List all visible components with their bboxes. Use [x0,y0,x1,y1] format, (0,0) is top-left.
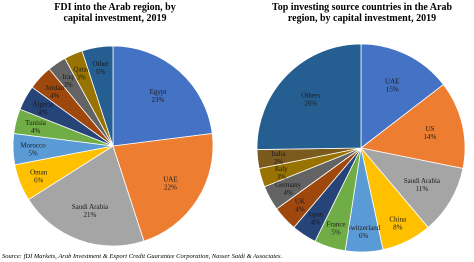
chart-title: Top investing source countries in the Ar… [271,2,453,24]
pie-slice [359,147,464,229]
value-label: 4% [31,127,41,135]
slice-label: India [271,150,286,158]
pie-slice [360,84,466,169]
slice-label: UAE [385,78,399,86]
value-label: 3% [277,173,287,181]
value-label: 5% [331,228,341,236]
value-label: 8% [393,224,403,232]
value-label: 4% [38,108,48,116]
value-label: 4% [50,92,60,100]
pie-slice [81,45,114,147]
slice-label: US [425,125,434,133]
slice-label: Germany [275,181,302,189]
slice-label: Others [301,91,320,99]
value-label: 5% [28,150,38,158]
slice-label: Egypt [150,88,167,96]
pie-slice [360,43,444,149]
slice-label: Oman [30,168,48,176]
value-label: 3% [63,81,73,89]
value-label: 6% [359,232,369,240]
value-label: 11% [416,185,429,193]
value-label: 5% [96,68,106,76]
pie-slice [112,133,214,242]
slice-label: Japan [307,211,323,219]
slice-label: Iraq [62,73,74,81]
value-label: 21% [84,211,97,219]
pie-slice [112,45,213,147]
value-label: 23% [152,96,165,104]
value-label: 26% [304,99,317,107]
slice-label: Italy [275,165,288,173]
pie-slice [28,145,145,247]
value-label: 4% [283,189,293,197]
slice-label: Saudi Arabia [404,177,441,185]
value-label: 15% [386,86,399,94]
slice-label: Other [93,60,110,68]
value-label: 3% [77,74,87,82]
value-label: 6% [34,176,44,184]
slice-label: UK [295,198,305,206]
slice-label: Saudi Arabia [72,203,109,211]
pie-slice [256,43,362,150]
slice-label: Tunisia [25,119,47,127]
slice-label: Algeria [32,100,54,108]
value-label: 14% [423,133,436,141]
slice-label: Qatar [73,66,89,74]
slice-label: Morocco [20,142,46,150]
source-note: Source: fDI Markets, Arab Investment & E… [2,253,283,260]
value-label: 3% [274,158,284,166]
chart-title: FDI into the Arab region, by capital inv… [54,2,176,24]
value-label: 4% [311,219,321,227]
slice-label: Switzerland [347,224,381,232]
slice-label: Jordan [45,84,64,92]
slice-label: China [389,216,407,224]
slice-label: France [326,220,345,228]
value-label: 22% [164,183,177,191]
value-label: 4% [295,206,305,214]
slice-label: UAE [163,175,177,183]
